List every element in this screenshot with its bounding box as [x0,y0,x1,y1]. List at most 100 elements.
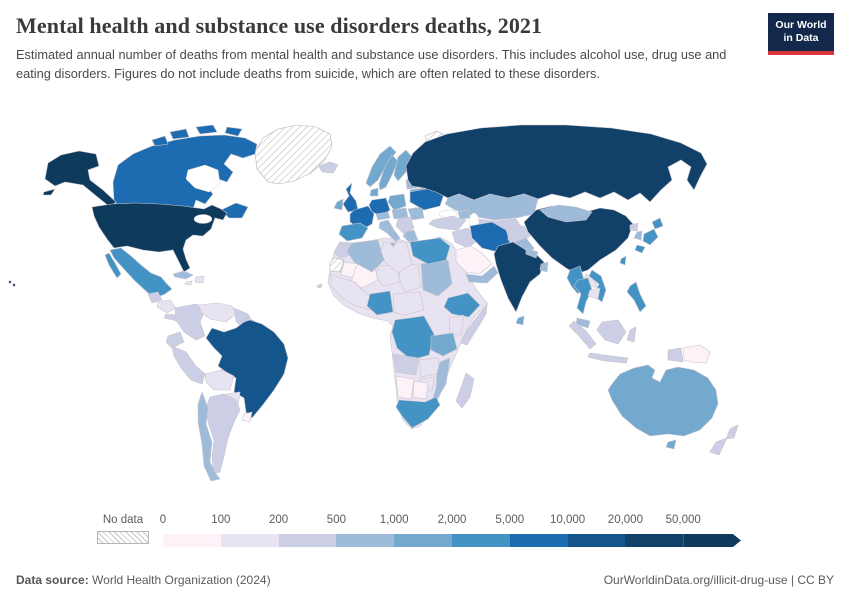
legend-segment-6[interactable] [509,534,568,547]
country-mongolia[interactable] [539,204,593,223]
country-malaysia[interactable] [575,317,591,329]
country-denmark[interactable] [369,187,379,197]
country-sweden[interactable] [378,154,399,191]
country-japan-hokkaido[interactable] [651,217,664,230]
country-greece[interactable] [402,229,419,243]
attribution[interactable]: OurWorldinData.org/illicit-drug-use | CC… [603,573,834,587]
country-north-korea[interactable] [629,222,639,232]
country-egypt[interactable] [409,237,451,265]
legend-segment-5[interactable] [451,534,510,547]
country-cuba[interactable] [172,270,194,280]
country-taiwan[interactable] [619,255,627,266]
country-united-states[interactable] [91,202,228,273]
legend-segment-4[interactable] [394,534,452,547]
legend-segment-3[interactable] [336,534,395,547]
legend-no-data[interactable]: No data [97,514,149,544]
country-switzerland-austria[interactable] [375,211,391,221]
country-papua-new-guinea[interactable] [682,344,711,364]
country-honduras-nicaragua[interactable] [156,299,177,314]
country-dr-congo[interactable] [391,315,435,361]
country-russia[interactable] [405,124,708,203]
country-romania[interactable] [407,206,425,221]
country-bangladesh[interactable] [539,261,549,273]
country-poland[interactable] [387,193,407,211]
country-chad[interactable] [398,263,422,293]
country-somalia[interactable] [460,304,488,346]
legend-no-data-swatch[interactable] [97,531,149,544]
country-brazil[interactable] [205,319,289,419]
country-baja-california[interactable] [104,252,122,279]
country-australia[interactable] [607,364,719,437]
country-alaska[interactable] [44,150,117,208]
legend-segment-2[interactable] [278,534,337,547]
country-guatemala[interactable] [147,291,163,304]
country-iceland[interactable] [318,161,339,174]
country-uruguay[interactable] [241,411,253,423]
country-japan-kyushu[interactable] [634,244,646,254]
legend-segment-0[interactable] [163,534,221,547]
legend-segment-8[interactable] [625,534,684,547]
country-chile[interactable] [197,391,221,482]
country-canada-island[interactable] [224,126,243,137]
country-yemen-oman[interactable] [465,265,499,284]
country-bolivia[interactable] [204,369,235,391]
country-sicily[interactable] [389,242,397,248]
country-angola[interactable] [392,353,420,376]
country-indonesia-java[interactable] [587,352,629,364]
country-canada-island[interactable] [151,135,169,147]
country-thailand[interactable] [573,277,593,315]
country-south-korea[interactable] [633,230,643,241]
country-indonesia-papua[interactable] [667,347,684,363]
country-norway[interactable] [365,145,397,188]
country-ethiopia[interactable] [443,292,481,318]
country-spain[interactable] [338,222,369,242]
country-hawaii[interactable] [8,280,12,284]
country-united-kingdom[interactable] [342,182,359,213]
country-mexico[interactable] [109,247,173,299]
country-greenland[interactable] [254,124,333,185]
country-cape-verde[interactable] [316,283,323,289]
country-western-sahara[interactable] [329,257,345,273]
country-botswana[interactable] [412,380,429,400]
country-jamaica[interactable] [184,280,193,286]
country-new-zealand-north[interactable] [725,424,739,440]
country-kenya[interactable] [448,314,465,336]
country-nigeria[interactable] [366,290,394,316]
country-venezuela[interactable] [197,302,237,323]
country-saudi-arabia[interactable] [455,245,493,275]
country-canada-island[interactable] [169,128,190,140]
country-sri-lanka[interactable] [515,315,525,326]
country-cambodia[interactable] [587,287,601,300]
country-aleutians[interactable] [42,188,56,196]
country-indonesia-sulawesi[interactable] [626,326,637,343]
owid-logo[interactable]: Our World in Data [768,13,834,55]
country-philippines[interactable] [626,281,647,313]
country-ecuador[interactable] [165,331,185,349]
country-tasmania[interactable] [665,439,677,450]
country-canada-maritime[interactable] [220,202,249,219]
country-peru[interactable] [171,345,206,385]
legend-segment-9[interactable] [683,534,741,547]
country-new-zealand-south[interactable] [709,437,728,456]
country-italy[interactable] [378,219,401,243]
country-nepal[interactable] [525,247,539,259]
country-czech-hungary[interactable] [391,207,409,220]
country-algeria[interactable] [346,239,385,273]
country-canada-island[interactable] [195,124,218,135]
country-namibia[interactable] [395,375,415,400]
country-indonesia-borneo[interactable] [596,319,627,345]
country-madagascar[interactable] [455,372,475,409]
country-ireland[interactable] [333,198,344,211]
country-turkey[interactable] [428,215,467,231]
country-south-africa[interactable] [395,396,441,429]
legend-segment-7[interactable] [567,534,626,547]
country-japan-honshu[interactable] [642,228,659,246]
country-argentina[interactable] [205,393,241,475]
country-libya[interactable] [380,241,413,274]
country-hispaniola[interactable] [194,275,205,284]
country-indonesia-sumatra[interactable] [568,320,597,350]
country-tanzania[interactable] [430,332,458,357]
legend-segment-1[interactable] [220,534,279,547]
country-hawaii[interactable] [12,283,16,287]
country-caucasus[interactable] [457,209,471,220]
